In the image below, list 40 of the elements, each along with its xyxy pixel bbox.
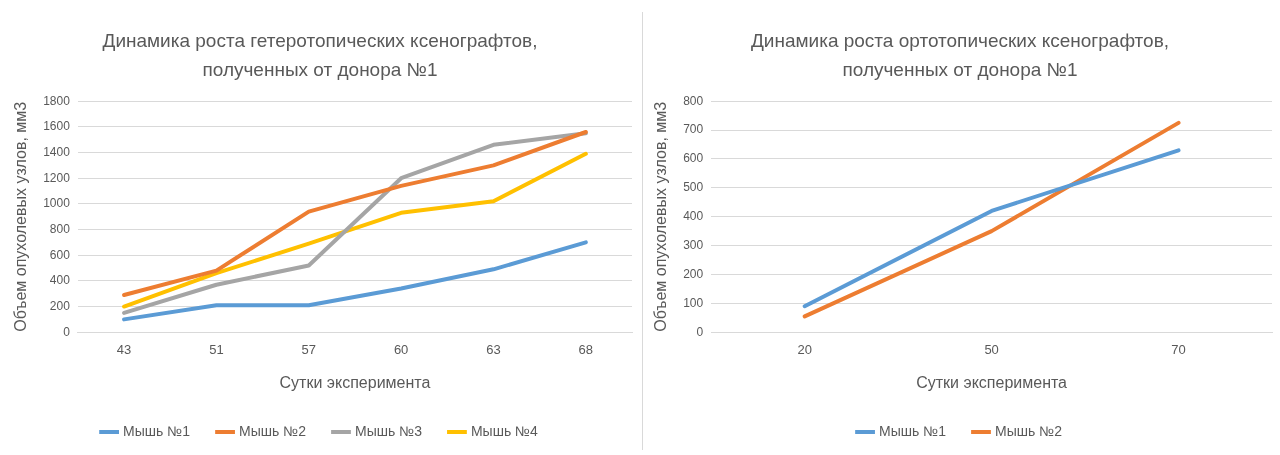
legend-label: Мышь №3 bbox=[355, 422, 423, 439]
chart-title: Динамика роста гетеротопических ксенографтов, полученных от донора №1 bbox=[101, 29, 539, 82]
y-tick-label: 0 bbox=[696, 324, 704, 339]
x-tick-label: 51 bbox=[209, 341, 224, 357]
legend-label: Мышь №4 bbox=[470, 422, 539, 439]
x-axis-title: Сутки эксперимента bbox=[279, 373, 431, 391]
y-tick-label: 1000 bbox=[43, 196, 71, 211]
x-tick-label: 70 bbox=[1171, 341, 1186, 357]
y-tick-label: 0 bbox=[63, 324, 71, 339]
y-tick-label: 400 bbox=[49, 273, 71, 288]
x-tick-label: 43 bbox=[116, 341, 132, 357]
y-tick-label: 1400 bbox=[43, 144, 71, 159]
legend-label: Мышь №2 bbox=[239, 422, 307, 439]
y-tick-label: 400 bbox=[683, 209, 704, 224]
y-tick-label: 800 bbox=[49, 221, 71, 236]
y-axis-title: Объем опухолевых узлов, мм3 bbox=[12, 101, 30, 332]
y-tick-label: 300 bbox=[683, 237, 704, 252]
x-tick-label: 68 bbox=[578, 341, 594, 357]
y-tick-label: 700 bbox=[683, 122, 704, 137]
y-tick-label: 200 bbox=[683, 266, 704, 281]
y-tick-label: 600 bbox=[49, 247, 71, 262]
legend-label: Мышь №2 bbox=[995, 422, 1063, 439]
y-tick-label: 1800 bbox=[43, 93, 71, 108]
y-tick-label: 200 bbox=[49, 298, 71, 313]
legend-label: Мышь №1 bbox=[879, 422, 947, 439]
chart-title: Динамика роста ортотопических ксенографтов, полученных от донора №1 bbox=[749, 29, 1171, 82]
y-tick-label: 1200 bbox=[43, 170, 71, 185]
x-tick-label: 20 bbox=[797, 341, 812, 357]
y-tick-label: 1600 bbox=[43, 119, 71, 134]
legend-label: Мышь №1 bbox=[123, 422, 191, 439]
y-axis-title: Объем опухолевых узлов, мм3 bbox=[652, 101, 670, 332]
x-tick-label: 50 bbox=[984, 341, 999, 357]
y-tick-label: 600 bbox=[683, 151, 704, 166]
x-tick-label: 57 bbox=[301, 341, 317, 357]
y-tick-label: 100 bbox=[683, 295, 704, 310]
y-tick-label: 800 bbox=[683, 93, 704, 108]
x-axis-title: Сутки эксперимента bbox=[916, 373, 1068, 391]
x-tick-label: 63 bbox=[486, 341, 501, 357]
x-tick-label: 60 bbox=[393, 341, 409, 357]
y-tick-label: 500 bbox=[683, 180, 704, 195]
